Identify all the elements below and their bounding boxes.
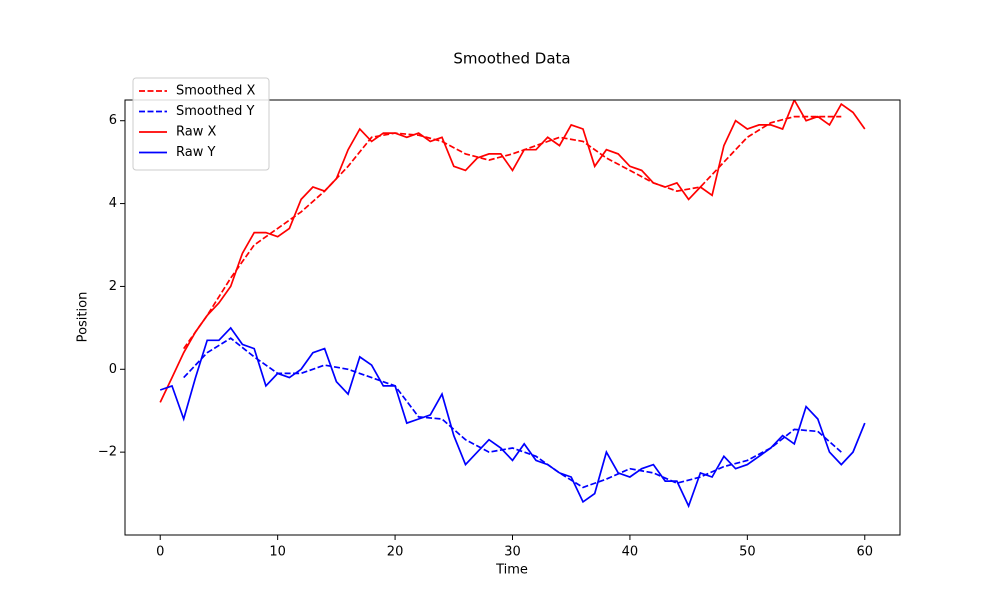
legend-label: Smoothed X	[176, 84, 256, 99]
x-tick-label: 10	[269, 545, 286, 560]
x-tick-label: 0	[156, 545, 164, 560]
x-tick-label: 50	[739, 545, 756, 560]
x-tick-label: 40	[622, 545, 639, 560]
y-tick-label: 4	[109, 196, 117, 211]
y-tick-label: −2	[98, 445, 117, 460]
y-tick-label: 0	[109, 362, 117, 377]
plot-frame	[124, 99, 901, 536]
data-line	[159, 326, 866, 509]
legend-label: Smoothed Y	[176, 104, 255, 119]
legend-box	[132, 77, 270, 171]
data-line	[159, 100, 866, 403]
y-tick-label: 6	[109, 113, 117, 128]
chart-title: Smoothed Data	[453, 50, 570, 68]
data-line	[183, 337, 842, 489]
legend-label: Raw Y	[176, 145, 215, 160]
legend-label: Raw X	[176, 125, 216, 140]
x-axis-label: Time	[495, 563, 528, 578]
x-tick-label: 20	[387, 545, 404, 560]
x-tick-label: 60	[856, 545, 873, 560]
x-tick-label: 30	[504, 545, 521, 560]
y-axis-label: Position	[76, 292, 91, 343]
y-tick-label: 2	[109, 279, 117, 294]
